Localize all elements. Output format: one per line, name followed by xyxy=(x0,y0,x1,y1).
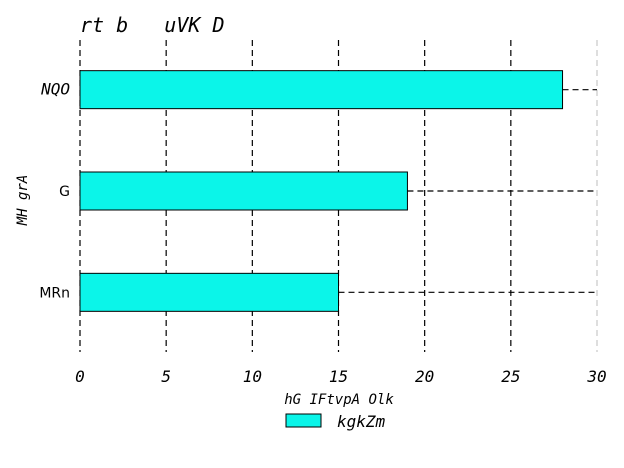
bar xyxy=(79,272,339,312)
x-tick-label: 5 xyxy=(161,367,171,386)
legend-swatch xyxy=(285,413,322,428)
y-tick-labels: NQO G MRn xyxy=(39,80,70,302)
category-gridlines xyxy=(338,89,597,293)
x-tick-label: 30 xyxy=(586,367,606,386)
x-tick-label: 0 xyxy=(75,367,85,386)
chart-title: rt b uVK D xyxy=(80,13,225,37)
x-tick-label: 25 xyxy=(501,367,520,386)
x-tick-label: 20 xyxy=(415,367,434,386)
y-tick-label: NQO xyxy=(40,80,70,99)
legend: kgkZm xyxy=(285,412,386,431)
y-tick-label: G xyxy=(59,184,70,200)
y-tick-label: MRn xyxy=(39,285,70,301)
bar xyxy=(79,171,408,211)
bar xyxy=(79,70,564,110)
bars-layer xyxy=(79,70,564,312)
y-axis-label: MH grA xyxy=(15,175,31,227)
x-tick-label: 15 xyxy=(329,367,348,386)
x-tick-label: 10 xyxy=(243,367,262,386)
legend-label: kgkZm xyxy=(337,412,386,431)
x-tick-labels: 0 5 10 15 20 25 30 xyxy=(75,367,606,386)
x-axis-label: hG IFtvpA Olk xyxy=(284,392,394,408)
